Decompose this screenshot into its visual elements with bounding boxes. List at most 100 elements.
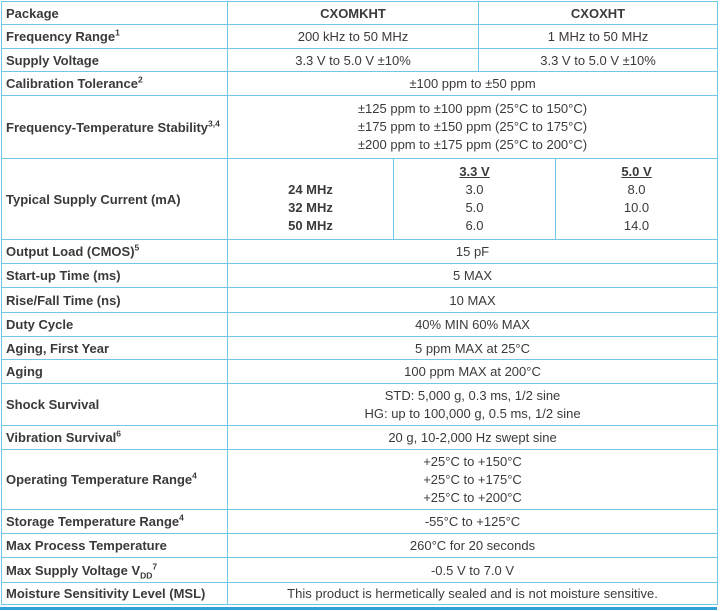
aging-first-year-value: 5 ppm MAX at 25°C [226, 336, 719, 360]
calibration-tolerance-label-text: Calibration Tolerance [6, 76, 138, 91]
supply-current-50v-value-2: 10.0 [623, 200, 650, 215]
freq-temp-stability-label: Frequency-Temperature Stability3,4 [1, 95, 228, 159]
operating-temp-line-1: +25°C to +150°C [423, 453, 522, 469]
supply-current-33v-value-3: 6.0 [465, 218, 484, 233]
row-output-load: Output Load (CMOS)5 15 pF [1, 239, 719, 264]
storage-temp-range-label-text: Storage Temperature Range [6, 514, 180, 529]
footnote-sup: 7 [152, 561, 158, 572]
max-supply-voltage-value: -0.5 V to 7.0 V [226, 557, 719, 583]
footnote-sup: 5 [134, 242, 140, 253]
operating-temp-range-label: Operating Temperature Range4 [1, 449, 228, 510]
supply-current-50v-value-3: 14.0 [623, 218, 650, 233]
freq-temp-stability-label-text: Frequency-Temperature Stability [6, 119, 209, 135]
row-typical-supply-current: Typical Supply Current (mA) 24 MHz 32 MH… [1, 158, 719, 240]
output-load-label: Output Load (CMOS)5 [1, 239, 228, 264]
startup-time-label: Start-up Time (ms) [1, 263, 228, 288]
footnote-sup: 2 [137, 74, 143, 85]
table-bottom-accent-rule [0, 607, 717, 610]
frequency-range-cxoxht: 1 MHz to 50 MHz [477, 24, 719, 49]
row-freq-temp-stability: Frequency-Temperature Stability3,4 ±125 … [1, 95, 719, 159]
calibration-tolerance-label: Calibration Tolerance2 [1, 71, 228, 96]
frequency-range-cxomkht: 200 kHz to 50 MHz [227, 24, 479, 49]
aging-label: Aging [1, 359, 228, 384]
supply-current-33v-value-2: 5.0 [465, 200, 484, 215]
operating-temp-range-value: +25°C to +150°C +25°C to +175°C +25°C to… [226, 449, 719, 510]
frequency-24mhz: 24 MHz [288, 182, 333, 197]
aging-first-year-label: Aging, First Year [1, 336, 228, 360]
frequency-32mhz: 32 MHz [288, 200, 333, 215]
duty-cycle-label: Duty Cycle [1, 312, 228, 337]
operating-temp-line-3: +25°C to +200°C [423, 489, 522, 505]
row-max-process-temp: Max Process Temperature 260°C for 20 sec… [1, 533, 719, 558]
row-vibration-survival: Vibration Survival6 20 g, 10-2,000 Hz sw… [1, 425, 719, 450]
supply-current-50v-header: 5.0 V [621, 164, 652, 179]
row-aging: Aging 100 ppm MAX at 200°C [1, 359, 719, 384]
supply-current-33v-header: 3.3 V [459, 164, 490, 179]
footnote-sup: 3,4 [208, 118, 220, 129]
vibration-survival-label-text: Vibration Survival [6, 430, 117, 445]
vdd-subscript: DD [140, 570, 153, 581]
frequency-range-label: Frequency Range1 [1, 24, 228, 49]
stability-line-1: ±125 ppm to ±100 ppm (25°C to 150°C) [357, 101, 588, 116]
footnote-sup: 4 [192, 470, 197, 481]
row-calibration-tolerance: Calibration Tolerance2 ±100 ppm to ±50 p… [1, 71, 719, 96]
row-storage-temp-range: Storage Temperature Range4 -55°C to +125… [1, 509, 719, 534]
row-msl: Moisture Sensitivity Level (MSL) This pr… [1, 582, 719, 605]
operating-temp-line-2: +25°C to +175°C [423, 471, 522, 487]
typical-supply-current-label: Typical Supply Current (mA) [1, 158, 228, 240]
calibration-tolerance-value: ±100 ppm to ±50 ppm [226, 71, 719, 96]
max-process-temp-label: Max Process Temperature [1, 533, 228, 558]
rise-fall-time-label: Rise/Fall Time (ns) [1, 287, 228, 313]
max-supply-voltage-label-text: Max Supply Voltage V [6, 562, 141, 578]
package-column-cxomkht: CXOMKHT [227, 1, 479, 25]
frequency-spacer [232, 163, 389, 181]
stability-line-2: ±175 ppm to ±150 ppm (25°C to 175°C) [357, 119, 588, 134]
vibration-survival-label: Vibration Survival6 [1, 425, 228, 450]
row-package-header: Package CXOMKHT CXOXHT [1, 1, 719, 25]
aging-value: 100 ppm MAX at 200°C [226, 359, 719, 384]
supply-voltage-label: Supply Voltage [1, 48, 228, 72]
supply-current-frequency-column: 24 MHz 32 MHz 50 MHz [227, 158, 394, 240]
msl-value: This product is hermetically sealed and … [226, 582, 719, 605]
supply-current-33v-column: 3.3 V 3.0 5.0 6.0 [393, 158, 556, 240]
stability-line-3: ±200 ppm to ±175 ppm (25°C to 200°C) [357, 137, 588, 152]
output-load-value: 15 pF [226, 239, 719, 264]
row-frequency-range: Frequency Range1 200 kHz to 50 MHz 1 MHz… [1, 24, 719, 49]
row-max-supply-voltage: Max Supply Voltage VDD7 -0.5 V to 7.0 V [1, 557, 719, 583]
supply-voltage-cxoxht: 3.3 V to 5.0 V ±10% [477, 48, 719, 72]
output-load-label-text: Output Load (CMOS) [6, 244, 135, 259]
row-shock-survival: Shock Survival STD: 5,000 g, 0.3 ms, 1/2… [1, 383, 719, 426]
row-operating-temp-range: Operating Temperature Range4 +25°C to +1… [1, 449, 719, 510]
max-process-temp-value: 260°C for 20 seconds [226, 533, 719, 558]
shock-survival-label: Shock Survival [1, 383, 228, 426]
footnote-sup: 6 [116, 428, 122, 439]
row-rise-fall-time: Rise/Fall Time (ns) 10 MAX [1, 287, 719, 313]
vibration-survival-value: 20 g, 10-2,000 Hz swept sine [226, 425, 719, 450]
supply-current-50v-column: 5.0 V 8.0 10.0 14.0 [554, 158, 719, 240]
package-header-label: Package [1, 1, 228, 25]
rise-fall-time-value: 10 MAX [226, 287, 719, 313]
row-startup-time: Start-up Time (ms) 5 MAX [1, 263, 719, 288]
row-duty-cycle: Duty Cycle 40% MIN 60% MAX [1, 312, 719, 337]
footnote-sup: 1 [115, 27, 120, 38]
package-column-cxoxht: CXOXHT [477, 1, 719, 25]
footnote-sup: 4 [179, 512, 184, 523]
max-supply-voltage-label: Max Supply Voltage VDD7 [1, 557, 228, 583]
operating-temp-range-label-text: Operating Temperature Range [6, 472, 193, 487]
storage-temp-range-value: -55°C to +125°C [226, 509, 719, 534]
shock-line-std: STD: 5,000 g, 0.3 ms, 1/2 sine [384, 387, 561, 403]
row-aging-first-year: Aging, First Year 5 ppm MAX at 25°C [1, 336, 719, 360]
supply-current-33v-value-1: 3.0 [465, 182, 484, 197]
shock-survival-value: STD: 5,000 g, 0.3 ms, 1/2 sine HG: up to… [226, 383, 719, 426]
duty-cycle-value: 40% MIN 60% MAX [226, 312, 719, 337]
row-supply-voltage: Supply Voltage 3.3 V to 5.0 V ±10% 3.3 V… [1, 48, 719, 72]
supply-voltage-cxomkht: 3.3 V to 5.0 V ±10% [227, 48, 479, 72]
freq-temp-stability-value: ±125 ppm to ±100 ppm (25°C to 150°C) ±17… [226, 95, 719, 159]
startup-time-value: 5 MAX [226, 263, 719, 288]
supply-current-50v-value-1: 8.0 [627, 182, 646, 197]
frequency-range-label-text: Frequency Range [6, 29, 116, 44]
shock-line-hg: HG: up to 100,000 g, 0.5 ms, 1/2 sine [364, 405, 581, 421]
frequency-50mhz: 50 MHz [288, 218, 333, 233]
